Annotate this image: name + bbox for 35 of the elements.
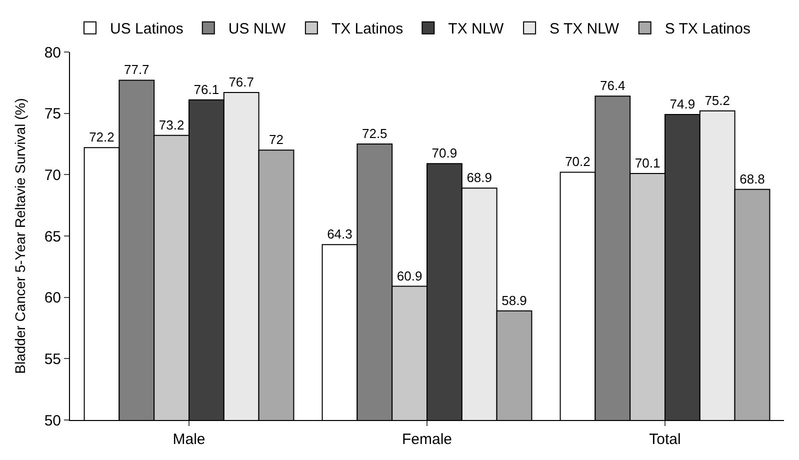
data-label: 70.9: [432, 146, 458, 161]
data-label: 72.2: [89, 130, 114, 145]
data-label: 77.7: [124, 62, 150, 78]
data-label: 74.9: [670, 96, 696, 112]
x-tick-label: Total: [649, 431, 681, 448]
y-tick-label: 80: [44, 44, 61, 62]
data-label: 75.2: [704, 92, 730, 108]
y-axis-title: Bladder Cancer 5-Year Reltavie Survival (%): [12, 98, 28, 374]
data-label: 70.1: [634, 155, 660, 170]
data-label: 70.2: [565, 154, 590, 170]
legend-label: TX Latinos: [331, 20, 404, 38]
data-label: 68.8: [740, 171, 765, 186]
x-tick-label: Female: [402, 431, 452, 448]
data-label: 72: [269, 132, 284, 148]
legend-label: US Latinos: [110, 20, 184, 38]
y-tick-label: 75: [44, 106, 61, 123]
data-label: 68.9: [466, 170, 492, 186]
legend-label: TX NLW: [448, 20, 505, 38]
y-tick-label: 70: [44, 166, 61, 184]
data-label: 72.5: [362, 126, 388, 141]
data-label: 60.9: [396, 268, 422, 284]
data-label: 73.2: [158, 117, 184, 132]
y-tick-label: 60: [44, 290, 61, 307]
data-label: 64.3: [327, 226, 352, 242]
legend-label: S TX NLW: [550, 20, 620, 38]
data-label: 76.7: [228, 74, 254, 90]
data-label: 76.1: [194, 82, 220, 97]
data-label: 76.4: [600, 78, 626, 94]
y-tick-label: 50: [44, 412, 61, 430]
data-label: 58.9: [502, 292, 527, 308]
y-tick-label: 65: [44, 228, 61, 246]
legend-label: S TX Latinos: [664, 20, 750, 38]
y-tick-label: 55: [44, 350, 61, 368]
x-tick-label: Male: [172, 431, 206, 448]
legend-label: US NLW: [228, 20, 286, 38]
